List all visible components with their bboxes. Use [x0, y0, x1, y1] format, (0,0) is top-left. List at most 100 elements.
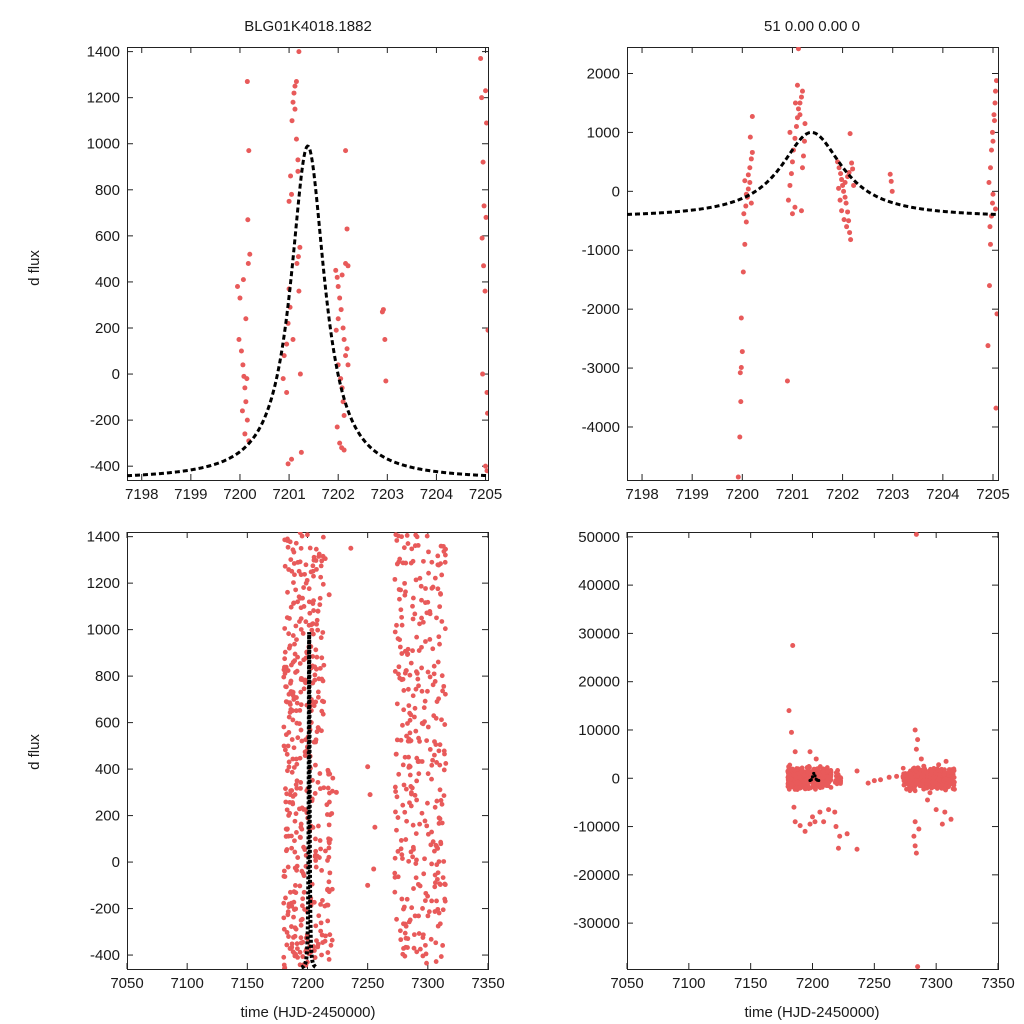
- data-point: [423, 942, 428, 948]
- data-point: [936, 777, 942, 782]
- data-point: [247, 251, 253, 257]
- data-point: [288, 680, 293, 686]
- data-point: [797, 823, 803, 829]
- data-point: [950, 769, 956, 775]
- data-point: [434, 898, 439, 904]
- data-point: [437, 762, 443, 768]
- data-point: [817, 809, 823, 815]
- data-point: [945, 777, 951, 783]
- y-tick-label: 0: [612, 770, 620, 787]
- data-point: [244, 79, 250, 85]
- data-point: [290, 717, 296, 723]
- data-point: [240, 277, 246, 283]
- data-point: [300, 954, 306, 959]
- data-point: [786, 708, 792, 714]
- data-point: [337, 440, 343, 446]
- data-point: [314, 617, 320, 623]
- plot-frame: [627, 532, 999, 970]
- data-point: [321, 662, 327, 668]
- data-point: [786, 773, 792, 778]
- data-point: [433, 940, 439, 946]
- data-point: [398, 838, 404, 843]
- data-point: [246, 148, 252, 154]
- y-tick-label: 800: [95, 668, 120, 685]
- data-point: [425, 913, 431, 919]
- x-tick-label: 7100: [170, 975, 203, 992]
- data-point: [991, 112, 997, 118]
- data-point: [281, 873, 287, 879]
- data-point: [483, 88, 488, 94]
- data-point: [330, 788, 335, 794]
- data-point: [307, 610, 313, 616]
- data-point: [440, 875, 446, 881]
- data-point: [738, 399, 744, 405]
- data-point: [318, 846, 324, 852]
- data-point: [438, 839, 444, 845]
- data-point: [293, 782, 299, 788]
- y-tick-label: -200: [90, 412, 120, 429]
- data-point: [904, 776, 910, 782]
- data-point: [281, 900, 287, 906]
- data-point: [301, 585, 307, 590]
- data-point: [340, 325, 346, 331]
- data-point: [748, 200, 754, 206]
- data-point: [298, 675, 304, 681]
- plot-area: [127, 49, 488, 478]
- data-point: [832, 780, 838, 785]
- data-point: [948, 816, 954, 822]
- data-point: [242, 385, 248, 391]
- panel-bottom-right: 7050 7100 7150 7200 7250 7300 7350 -30000 -20000…: [573, 529, 1014, 992]
- data-point: [825, 768, 831, 774]
- data-point: [951, 781, 957, 787]
- data-point: [311, 554, 317, 560]
- data-point: [422, 698, 428, 704]
- data-point: [419, 644, 424, 650]
- data-point: [310, 601, 316, 606]
- data-point: [913, 532, 919, 537]
- data-point: [293, 906, 299, 912]
- data-point: [304, 532, 310, 538]
- data-point: [282, 649, 288, 655]
- data-point: [429, 861, 435, 867]
- data-point: [480, 159, 486, 165]
- data-point: [749, 114, 755, 120]
- data-point: [414, 857, 419, 863]
- data-point: [792, 819, 798, 825]
- data-point: [417, 883, 423, 889]
- data-point: [286, 631, 292, 637]
- data-point: [312, 677, 318, 683]
- y-tick-label: -10000: [573, 819, 620, 836]
- data-point: [790, 642, 796, 648]
- data-point: [291, 580, 296, 586]
- data-point: [297, 755, 303, 761]
- data-point: [946, 769, 952, 775]
- data-point: [306, 622, 312, 628]
- data-point: [319, 558, 325, 564]
- data-point: [301, 657, 307, 663]
- data-point: [313, 699, 319, 705]
- data-point: [317, 771, 323, 776]
- y-tick-label: 600: [95, 715, 120, 732]
- data-point: [411, 945, 417, 951]
- data-point: [425, 688, 430, 694]
- data-point: [402, 809, 408, 815]
- data-point: [398, 607, 404, 613]
- data-point: [992, 88, 998, 94]
- data-point: [392, 870, 398, 876]
- data-point: [325, 902, 331, 908]
- data-point: [441, 859, 447, 864]
- data-point: [282, 626, 288, 631]
- data-point: [345, 362, 351, 368]
- data-point: [283, 664, 289, 670]
- data-point: [942, 809, 948, 815]
- data-point: [431, 671, 437, 677]
- data-point: [295, 946, 300, 952]
- data-point: [791, 804, 797, 810]
- data-point: [419, 665, 425, 671]
- data-point: [933, 807, 939, 813]
- data-point: [878, 777, 884, 783]
- data-point: [292, 953, 298, 959]
- data-point: [311, 703, 317, 709]
- data-point: [443, 691, 448, 697]
- data-point: [927, 790, 933, 796]
